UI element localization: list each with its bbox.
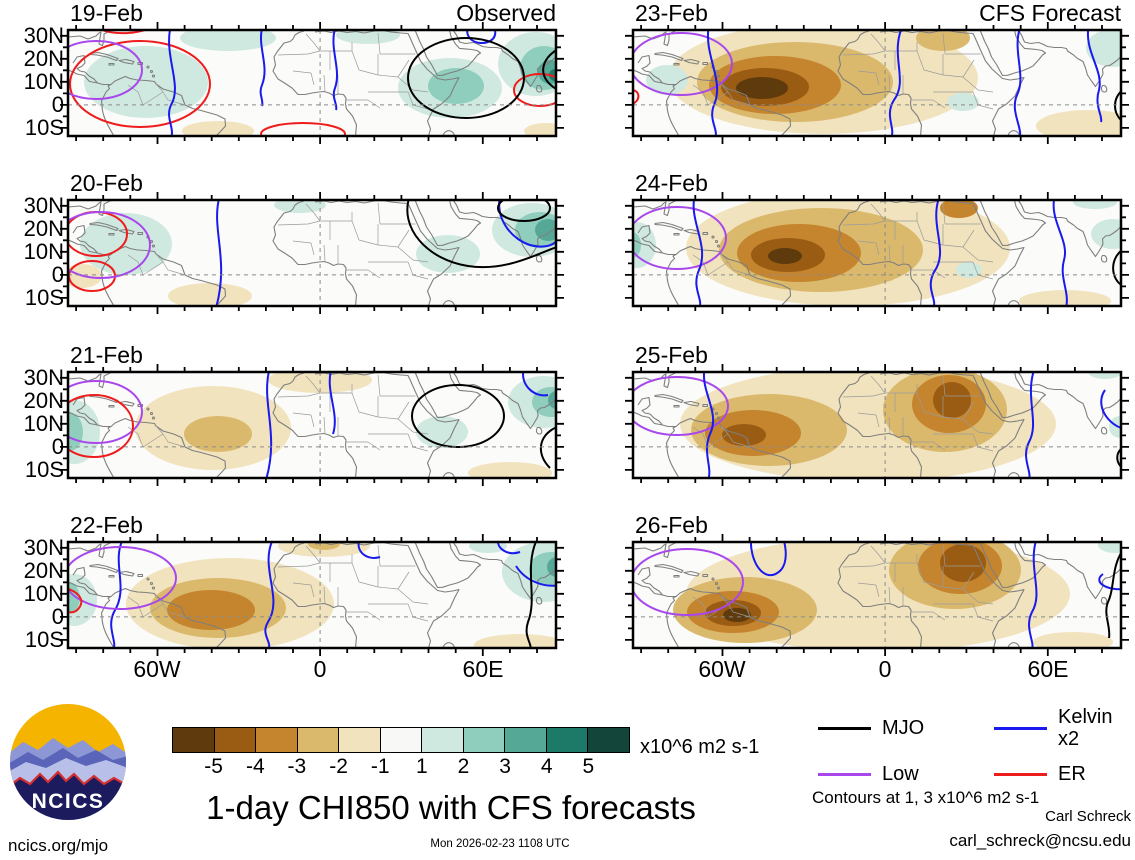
lon-label-60e-left: 60E (462, 656, 504, 682)
lat-label-20n: 20N (23, 46, 64, 71)
map-panel-22feb: 22-Feb 30N 20N 10N 0 10S (24, 512, 564, 656)
map-panel-20feb: 20-Feb 30N 20N 10N 0 10S (24, 170, 564, 314)
figure-title: 1-day CHI850 with CFS forecasts (206, 789, 696, 826)
legend-item-low: Low (818, 763, 994, 785)
lat-label-0: 0 (51, 262, 64, 287)
map-19feb (60, 22, 564, 144)
colorbar-cell (422, 727, 464, 753)
map-24feb (625, 192, 1129, 314)
lat-label-20n: 20N (23, 388, 64, 413)
colorbar-cell (380, 727, 423, 753)
lat-label-30n: 30N (23, 535, 64, 560)
contour-levels-note: Contours at 1, 3 x10^6 m2 s-1 (812, 788, 1040, 807)
colorbar-cell (339, 727, 381, 753)
map-panel-19feb: 19-Feb Observed 30N 20N 10N 0 10S (24, 0, 564, 144)
legend-item-mjo: MJO (818, 706, 994, 750)
lat-label-0: 0 (51, 92, 64, 117)
colorbar-tick: 4 (540, 755, 553, 778)
ncics-logo-text: NCICS (32, 790, 105, 813)
colorbar-cell (463, 727, 506, 753)
website-text: ncics.org/mjo (8, 836, 109, 855)
map-22feb (60, 534, 564, 656)
map-panel-23feb: 23-Feb CFS Forecast (625, 0, 1129, 144)
lat-label-10s: 10S (24, 115, 64, 140)
colorbar-cell (214, 727, 257, 753)
map-panel-21feb: 21-Feb 30N 20N 10N 0 10S (24, 342, 564, 486)
colorbar-tick: -2 (329, 755, 348, 778)
colorbar-tick: 2 (457, 755, 470, 778)
map-20feb (60, 192, 564, 314)
lat-label-10s: 10S (24, 457, 64, 482)
panel-date-label: 20-Feb (70, 170, 143, 196)
lon-label-60w-right: 60W (698, 656, 746, 682)
lat-label-10n: 10N (23, 239, 64, 264)
lat-label-30n: 30N (23, 365, 64, 390)
colorbar-tick: -1 (370, 755, 390, 778)
colorbar-tick: 5 (582, 755, 595, 778)
colorbar-tick: -5 (204, 755, 223, 778)
lat-label-10n: 10N (23, 581, 64, 606)
author-credit: Carl Schreck (1045, 808, 1131, 825)
colorbar-cell (256, 727, 298, 753)
mjo-line-swatch (818, 726, 871, 730)
map-26feb (625, 534, 1129, 656)
lat-label-0: 0 (51, 434, 64, 459)
lat-label-10s: 10S (24, 627, 64, 652)
colorbar-tick: 3 (499, 755, 511, 778)
observed-column-label: Observed (456, 0, 556, 26)
lat-label-10s: 10S (24, 285, 64, 310)
panel-date-label: 21-Feb (70, 342, 143, 368)
legend-item-er: ER (994, 763, 1135, 785)
author-email: carl_schreck@ncsu.edu (949, 831, 1131, 850)
lon-label-60w-left: 60W (133, 656, 181, 682)
panel-date-label: 19-Feb (70, 0, 143, 26)
lon-label-0-left: 0 (313, 656, 327, 682)
panel-date-label: 25-Feb (635, 342, 708, 368)
map-25feb (625, 364, 1129, 486)
colorbar-cell (297, 727, 340, 753)
colorbar-tick: -4 (245, 755, 265, 778)
lat-label-30n: 30N (23, 193, 64, 218)
legend-label: Kelvin x2 (1058, 706, 1113, 750)
map-panel-26feb: 26-Feb (625, 512, 1129, 656)
forecast-column-label: CFS Forecast (979, 0, 1121, 26)
lat-label-20n: 20N (23, 216, 64, 241)
map-panel-25feb: 25-Feb (625, 342, 1129, 486)
lat-label-10n: 10N (23, 411, 64, 436)
map-21feb (60, 364, 564, 486)
low-line-swatch (818, 772, 871, 776)
kelvin-line-swatch (994, 726, 1047, 730)
colorbar-cell (546, 727, 589, 753)
legend-label: ER (1058, 763, 1086, 785)
map-23feb (625, 22, 1129, 144)
colorbar-tick: -3 (287, 755, 307, 778)
ncics-logo: NCICS (10, 704, 126, 820)
panel-date-label: 22-Feb (70, 512, 143, 538)
legend-label: Low (882, 763, 919, 785)
timestamp: Mon 2026-02-23 1108 UTC (430, 838, 570, 850)
colorbar-cell (172, 727, 215, 753)
colorbar-cell (588, 727, 631, 753)
panel-date-label: 23-Feb (635, 0, 708, 26)
lon-label-60e-right: 60E (1027, 656, 1069, 682)
er-line-swatch (994, 772, 1047, 776)
panel-date-label: 26-Feb (635, 512, 708, 538)
lat-label-20n: 20N (23, 558, 64, 583)
contour-legend: MJO Kelvin x2 Low ER (818, 706, 1135, 785)
colorbar-cell (505, 727, 547, 753)
lat-label-10n: 10N (23, 69, 64, 94)
panel-date-label: 24-Feb (635, 170, 708, 196)
lat-label-30n: 30N (23, 23, 64, 48)
colorbar-units: x10^6 m2 s-1 (640, 736, 760, 758)
lon-label-0-right: 0 (878, 656, 892, 682)
colorbar-tick: 1 (415, 755, 428, 778)
legend-item-kelvin: Kelvin x2 (994, 706, 1135, 750)
lat-label-0: 0 (51, 604, 64, 629)
colorbar (172, 727, 631, 753)
map-panel-24feb: 24-Feb (625, 170, 1129, 314)
legend-label: MJO (882, 717, 925, 739)
